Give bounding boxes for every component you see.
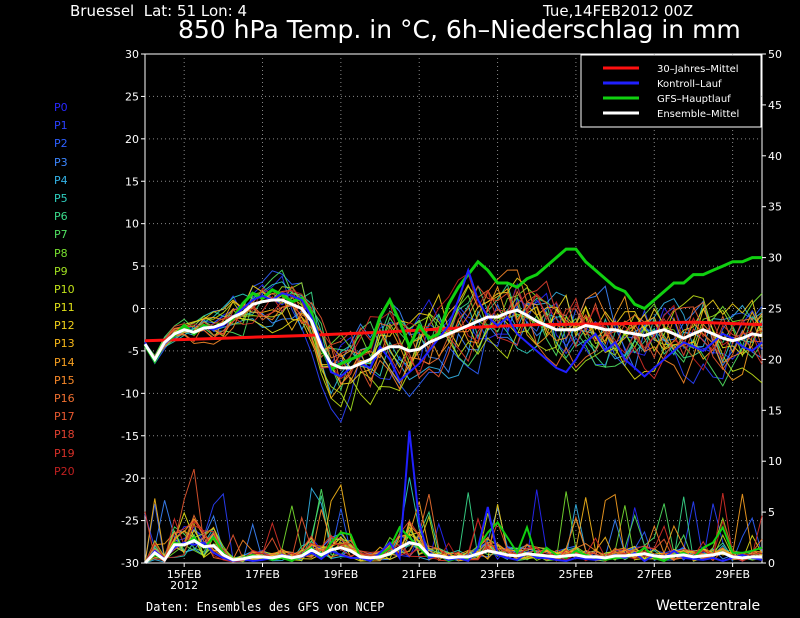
x-tick-label: 23FEB <box>480 568 515 581</box>
member-label-p12: P12 <box>54 319 75 333</box>
member-label-p9: P9 <box>54 264 68 278</box>
member-label-p15: P15 <box>54 373 75 387</box>
location-label: Bruessel Lat: 51 Lon: 4 <box>70 2 248 20</box>
left-tick-label: 15 <box>125 175 139 188</box>
member-label-p13: P13 <box>54 337 75 351</box>
brand-label: Wetterzentrale <box>656 598 761 614</box>
member-label-p19: P19 <box>54 446 75 460</box>
member-label-p11: P11 <box>54 301 75 315</box>
member-label-p2: P2 <box>54 137 68 151</box>
member-label-p4: P4 <box>54 173 68 187</box>
left-tick-label: -20 <box>121 472 139 485</box>
left-tick-label: 20 <box>125 133 139 146</box>
left-tick-label: -15 <box>121 430 139 443</box>
data-source-note: Daten: Ensembles des GFS von NCEP <box>146 600 385 614</box>
left-tick-label: 25 <box>125 90 139 103</box>
member-temp-line-p13 <box>144 283 763 400</box>
right-tick-label: 40 <box>768 150 782 163</box>
member-label-p16: P16 <box>54 392 75 405</box>
member-label-p7: P7 <box>54 228 68 242</box>
model-run-time: Tue,14FEB2012 00Z <box>543 2 694 20</box>
x-year-label: 2012 <box>170 579 198 592</box>
right-tick-label: 50 <box>768 48 782 61</box>
left-tick-label: -5 <box>128 345 139 358</box>
right-tick-label: 45 <box>768 99 782 112</box>
left-tick-label: 5 <box>132 260 139 273</box>
member-label-p6: P6 <box>54 210 68 224</box>
member-label-p5: P5 <box>54 191 68 205</box>
temp-line-kontroll-lauf <box>144 267 763 383</box>
right-tick-label: 15 <box>768 404 782 417</box>
precip-line-ensemble-mittel <box>143 538 762 565</box>
member-label-p18: P18 <box>54 428 75 442</box>
member-label-p14: P14 <box>54 355 75 369</box>
temp-line--jahres-mittel <box>144 320 763 343</box>
member-temp-line-p18 <box>144 280 763 376</box>
left-tick-label: -25 <box>121 515 139 528</box>
x-tick-label: 27FEB <box>637 568 672 581</box>
x-tick-label: 17FEB <box>245 568 280 581</box>
right-tick-label: 30 <box>768 252 782 265</box>
x-tick-label: 15FEB <box>167 568 202 581</box>
left-tick-label: 10 <box>125 218 139 231</box>
member-label-p8: P8 <box>54 246 68 260</box>
member-precip-line-p17 <box>144 468 763 564</box>
member-label-p1: P1 <box>54 119 68 133</box>
temp-line-gfs-hauptlauf <box>143 247 762 372</box>
legend-label: Ensemble–Mittel <box>657 109 739 120</box>
x-tick-label: 19FEB <box>323 568 358 581</box>
x-tick-label: 21FEB <box>402 568 437 581</box>
ensemble-member-list: P0 P1 P2 P3 P4 P5 P6 P7 P8 P9 P10 P11 P12 P13 P14 P15 P1… <box>54 101 75 483</box>
legend-box <box>580 54 762 128</box>
right-tick-label: 5 <box>768 506 775 519</box>
temp-line-ensemble-mittel <box>143 298 763 370</box>
left-tick-label: -30 <box>121 557 139 570</box>
member-label-p3: P3 <box>54 155 68 169</box>
right-tick-label: 35 <box>768 201 782 214</box>
left-tick-label: 30 <box>125 48 139 61</box>
x-tick-label: 25FEB <box>559 568 594 581</box>
legend-label: Kontroll–Lauf <box>657 79 722 90</box>
member-label-p10: P10 <box>54 282 75 296</box>
member-label-p20: P20 <box>54 464 75 478</box>
member-label-p0: P0 <box>54 101 68 114</box>
right-tick-label: 20 <box>768 353 782 366</box>
right-tick-label: 10 <box>768 455 782 468</box>
member-temp-line-p19 <box>144 293 763 380</box>
left-tick-label: -10 <box>121 387 139 400</box>
legend-label: 30–Jahres–Mittel <box>657 64 739 75</box>
x-tick-label: 29FEB <box>715 568 750 581</box>
right-tick-label: 0 <box>768 557 775 570</box>
legend-label: GFS–Hauptlauf <box>657 94 731 105</box>
chart-title: 850 hPa Temp. in °C, 6h–Niederschlag in … <box>178 15 741 44</box>
left-tick-label: 0 <box>132 303 139 316</box>
member-label-p17: P17 <box>54 410 75 424</box>
right-tick-label: 25 <box>768 303 782 316</box>
